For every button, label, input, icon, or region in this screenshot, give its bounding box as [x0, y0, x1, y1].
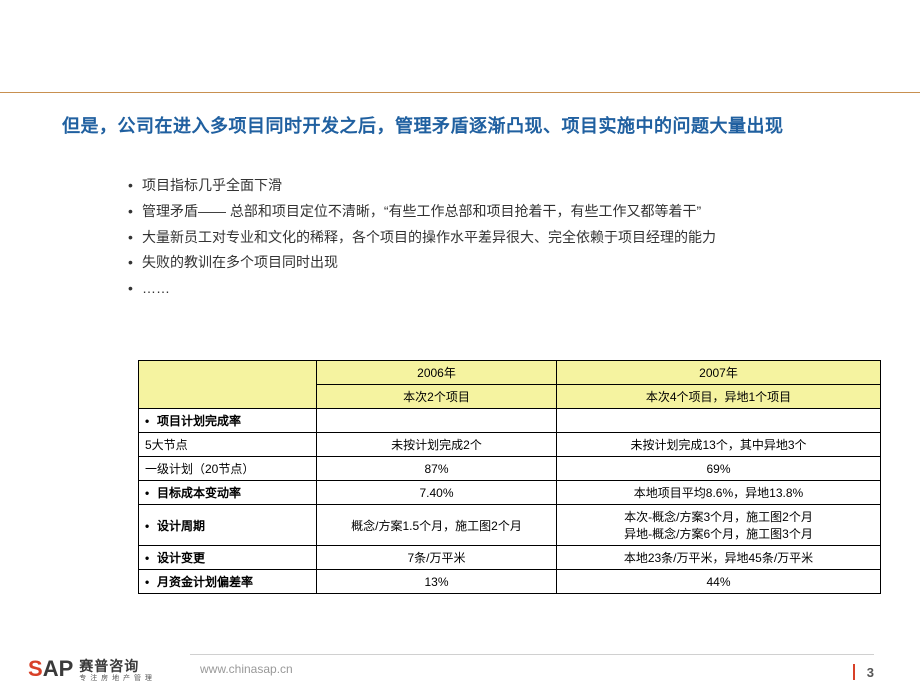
logo-cn-top: 赛普咨询 [79, 659, 153, 673]
col-header-year: 2006年 [317, 361, 557, 385]
metric-value-2006: 未按计划完成2个 [317, 433, 557, 457]
table-row: 5大节点 未按计划完成2个 未按计划完成13个，其中异地3个 [139, 433, 881, 457]
table-row: •设计周期 概念/方案1.5个月，施工图2个月 本次-概念/方案3个月，施工图2… [139, 505, 881, 546]
metric-label: •月资金计划偏差率 [139, 570, 317, 594]
metric-label: •项目计划完成率 [139, 409, 317, 433]
footer-divider [190, 654, 874, 655]
logo: SAP 赛普咨询 专 注 房 地 产 管 理 [28, 656, 153, 682]
metric-value-2006: 概念/方案1.5个月，施工图2个月 [317, 505, 557, 546]
logo-cn-bottom: 专 注 房 地 产 管 理 [79, 675, 153, 682]
page-number: 3 [867, 665, 874, 680]
footer-url: www.chinasap.cn [200, 662, 293, 676]
bullet-item: 项目指标几乎全面下滑 [128, 174, 808, 198]
table-row: •月资金计划偏差率 13% 44% [139, 570, 881, 594]
table-row: •项目计划完成率 [139, 409, 881, 433]
bullet-item: 大量新员工对专业和文化的稀释，各个项目的操作水平差异很大、完全依赖于项目经理的能… [128, 226, 808, 250]
bullet-item: 失败的教训在多个项目同时出现 [128, 251, 808, 275]
slide-title: 但是，公司在进入多项目同时开发之后，管理矛盾逐渐凸现、项目实施中的问题大量出现 [62, 112, 862, 142]
page-number-accent [853, 664, 855, 680]
metric-value-2007: 本次-概念/方案3个月，施工图2个月 异地-概念/方案6个月，施工图3个月 [557, 505, 881, 546]
col-header-year: 2007年 [557, 361, 881, 385]
metrics-table: 2006年 2007年 本次2个项目 本次4个项目，异地1个项目 •项目计划完成… [138, 360, 881, 594]
metric-value-2007 [557, 409, 881, 433]
slide: 但是，公司在进入多项目同时开发之后，管理矛盾逐渐凸现、项目实施中的问题大量出现 … [0, 0, 920, 690]
metric-value-2007: 本地23条/万平米，异地45条/万平米 [557, 546, 881, 570]
table-body: •项目计划完成率 5大节点 未按计划完成2个 未按计划完成13个，其中异地3个 … [139, 409, 881, 594]
metric-value-2006: 7条/万平米 [317, 546, 557, 570]
table-row: 一级计划（20节点） 87% 69% [139, 457, 881, 481]
metric-value-2007: 本地项目平均8.6%，异地13.8% [557, 481, 881, 505]
bullet-item: …… [128, 277, 808, 301]
metric-label: •目标成本变动率 [139, 481, 317, 505]
metric-value-2007: 69% [557, 457, 881, 481]
logo-latin: SAP [28, 656, 73, 682]
page-number-bar: 3 [853, 664, 874, 680]
metric-label: •设计周期 [139, 505, 317, 546]
metric-value-2006 [317, 409, 557, 433]
footer: SAP 赛普咨询 专 注 房 地 产 管 理 www.chinasap.cn 3 [0, 644, 920, 690]
metric-label: 一级计划（20节点） [139, 457, 317, 481]
bullet-list: 项目指标几乎全面下滑 管理矛盾—— 总部和项目定位不清晰，“有些工作总部和项目抢… [128, 174, 808, 303]
metric-value-2007: 44% [557, 570, 881, 594]
table-corner [139, 361, 317, 409]
metric-value-2007: 未按计划完成13个，其中异地3个 [557, 433, 881, 457]
metric-value-2006: 7.40% [317, 481, 557, 505]
col-header-sub: 本次4个项目，异地1个项目 [557, 385, 881, 409]
metric-value-2006: 13% [317, 570, 557, 594]
table-row: •设计变更 7条/万平米 本地23条/万平米，异地45条/万平米 [139, 546, 881, 570]
metric-value-2006: 87% [317, 457, 557, 481]
bullet-item: 管理矛盾—— 总部和项目定位不清晰，“有些工作总部和项目抢着干，有些工作又都等着… [128, 200, 808, 224]
top-divider [0, 92, 920, 93]
metric-label: •设计变更 [139, 546, 317, 570]
metrics-table-wrap: 2006年 2007年 本次2个项目 本次4个项目，异地1个项目 •项目计划完成… [138, 360, 880, 594]
metric-label: 5大节点 [139, 433, 317, 457]
col-header-sub: 本次2个项目 [317, 385, 557, 409]
logo-cn: 赛普咨询 专 注 房 地 产 管 理 [79, 659, 153, 682]
table-row: •目标成本变动率 7.40% 本地项目平均8.6%，异地13.8% [139, 481, 881, 505]
